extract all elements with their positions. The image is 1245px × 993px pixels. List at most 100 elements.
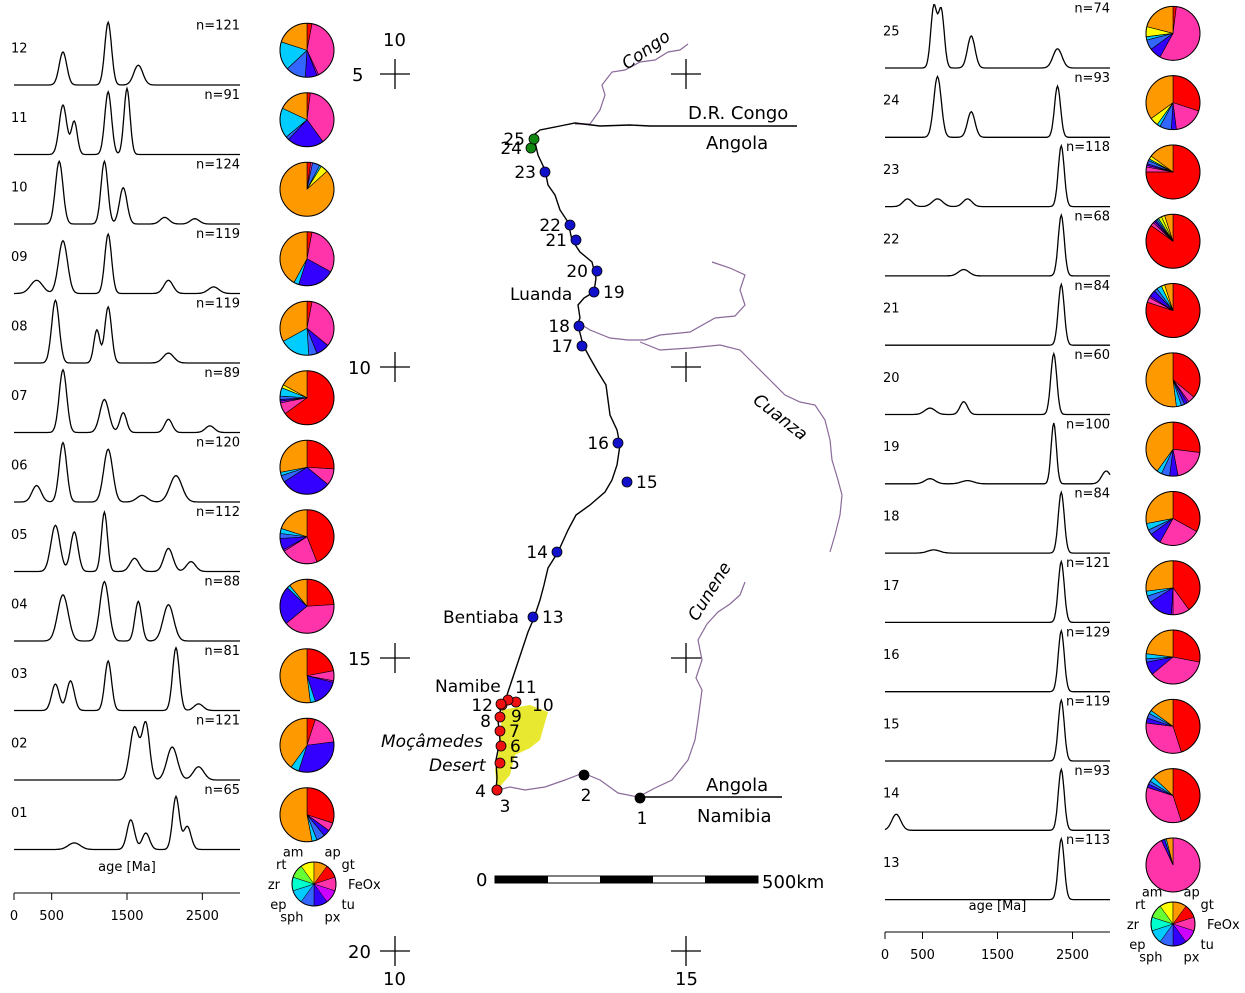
mineral-legend-label: px: [1184, 950, 1200, 965]
site-label-8: 8: [480, 712, 491, 732]
composition-pie-24: [1145, 75, 1201, 131]
age-spectrum-line-13: [885, 836, 1110, 901]
sample-count-label: n=68: [1074, 209, 1110, 224]
country-label-angola-north: Angola: [706, 133, 768, 154]
composition-pie-07: [279, 370, 335, 426]
site-label-25: 25: [503, 130, 525, 150]
age-spectrum-line-20: [885, 351, 1110, 416]
site-label-19: 19: [603, 283, 625, 303]
composition-pie-14: [1145, 768, 1201, 824]
site-label-9: 9: [511, 707, 522, 727]
sample-id-label: 09: [11, 250, 28, 265]
site-label-23: 23: [514, 163, 536, 183]
site-marker-13: [527, 611, 539, 623]
site-label-2: 2: [581, 786, 592, 806]
river-label-cunene: Cunene: [684, 559, 735, 625]
age-spectrum-line-23: [885, 143, 1110, 208]
composition-pie-19: [1145, 421, 1201, 477]
site-marker-19: [588, 286, 600, 298]
sample-id-label: 14: [883, 787, 900, 802]
site-label-12: 12: [471, 696, 493, 716]
composition-pie-10: [279, 161, 335, 217]
age-spectrum-line-16: [885, 628, 1110, 693]
composition-pie-20: [1145, 352, 1201, 408]
pie-slice: [1145, 491, 1174, 524]
sample-id-label: 08: [11, 319, 28, 334]
age-spectrum-line-07: [14, 368, 240, 434]
site-marker-5: [494, 757, 506, 769]
age-spectrum-line-05: [14, 509, 240, 573]
sample-count-label: n=93: [1074, 71, 1110, 86]
coastline: [495, 137, 621, 791]
site-marker-4: [491, 784, 503, 796]
sample-id-label: 13: [883, 856, 900, 871]
age-spectrum-line-25: [885, 3, 1110, 69]
site-marker-8: [494, 711, 506, 723]
composition-pie-16: [1145, 629, 1201, 685]
river-label-congo: Congo: [618, 27, 674, 74]
mineral-legend-label: gt: [1201, 898, 1214, 913]
age-spectrum-line-15: [885, 698, 1110, 762]
graticule-label-lon-bottom: 10: [383, 969, 406, 990]
site-label-11: 11: [515, 678, 537, 698]
sample-id-label: 05: [11, 528, 28, 543]
composition-pie-05: [279, 509, 335, 565]
sample-count-label: n=89: [204, 366, 240, 381]
age-spectrum-line-01: [14, 794, 240, 851]
sample-count-label: n=93: [1074, 764, 1110, 779]
pie-slice: [279, 648, 311, 704]
site-marker-14: [551, 546, 563, 558]
right-detrital-age-panel: 25 n=74 24 n=93 23 n=118 22 n=68 21 n=84 20 n=60 19 n…: [881, 2, 1240, 966]
mineral-legend-label: rt: [276, 858, 286, 873]
age-spectrum-line-14: [884, 767, 1110, 831]
x-tick-label: 1500: [981, 948, 1014, 963]
sample-count-label: n=121: [1066, 556, 1110, 571]
sample-count-label: n=60: [1074, 348, 1110, 363]
sample-id-label: 12: [11, 41, 28, 56]
graticule-label-lon-bottom-15: 15: [675, 969, 698, 990]
mineral-legend-label: px: [325, 910, 341, 925]
mineral-legend-label: ep: [270, 898, 286, 913]
sample-count-label: n=84: [1074, 279, 1110, 294]
graticule-cross: [671, 936, 701, 966]
composition-pie-01: [279, 787, 335, 843]
site-marker-2: [578, 769, 590, 781]
sample-count-label: n=119: [196, 227, 240, 242]
sample-id-label: 18: [883, 510, 900, 525]
site-marker-18: [573, 320, 585, 332]
place-label-luanda: Luanda: [510, 285, 572, 305]
sample-id-label: 22: [883, 232, 900, 247]
composition-pie-21: [1145, 283, 1201, 339]
pie-slice: [279, 787, 313, 843]
age-spectrum-line-21: [885, 282, 1110, 346]
site-marker-24: [525, 142, 537, 154]
sample-id-label: 20: [883, 371, 900, 386]
age-spectrum-line-22: [885, 213, 1110, 277]
left-detrital-age-panel: 12 n=121 11 n=91 10 n=124 09 n=119 08 n=119 07 n=89…: [10, 18, 381, 925]
composition-pie-23: [1145, 144, 1201, 200]
pie-slice: [1172, 421, 1201, 453]
site-label-13: 13: [542, 608, 564, 628]
composition-pie-15: [1145, 698, 1201, 754]
sample-count-label: n=112: [196, 505, 240, 520]
site-label-15: 15: [636, 473, 658, 493]
x-tick-label: 500: [910, 948, 935, 963]
place-label-bentiaba: Bentiaba: [443, 608, 519, 628]
study-area-map: 10 5 10 15 20 10 15 D.R. Congo Angola An…: [348, 27, 843, 990]
pie-slice: [306, 439, 335, 470]
sample-count-label: n=119: [1066, 695, 1110, 710]
pie-slice: [279, 439, 308, 473]
age-spectrum-line-11: [14, 86, 240, 156]
mineral-legend-label: zr: [1127, 918, 1140, 933]
graticule-cross: [380, 352, 410, 382]
composition-pie-11: [279, 92, 335, 148]
country-label-drc: D.R. Congo: [688, 103, 788, 124]
age-spectrum-line-08: [14, 298, 240, 364]
graticule-label-lat-10: 10: [348, 358, 371, 379]
cuanza-river: [576, 261, 843, 553]
drc-angola-border: [529, 122, 797, 139]
site-label-10: 10: [532, 696, 554, 716]
